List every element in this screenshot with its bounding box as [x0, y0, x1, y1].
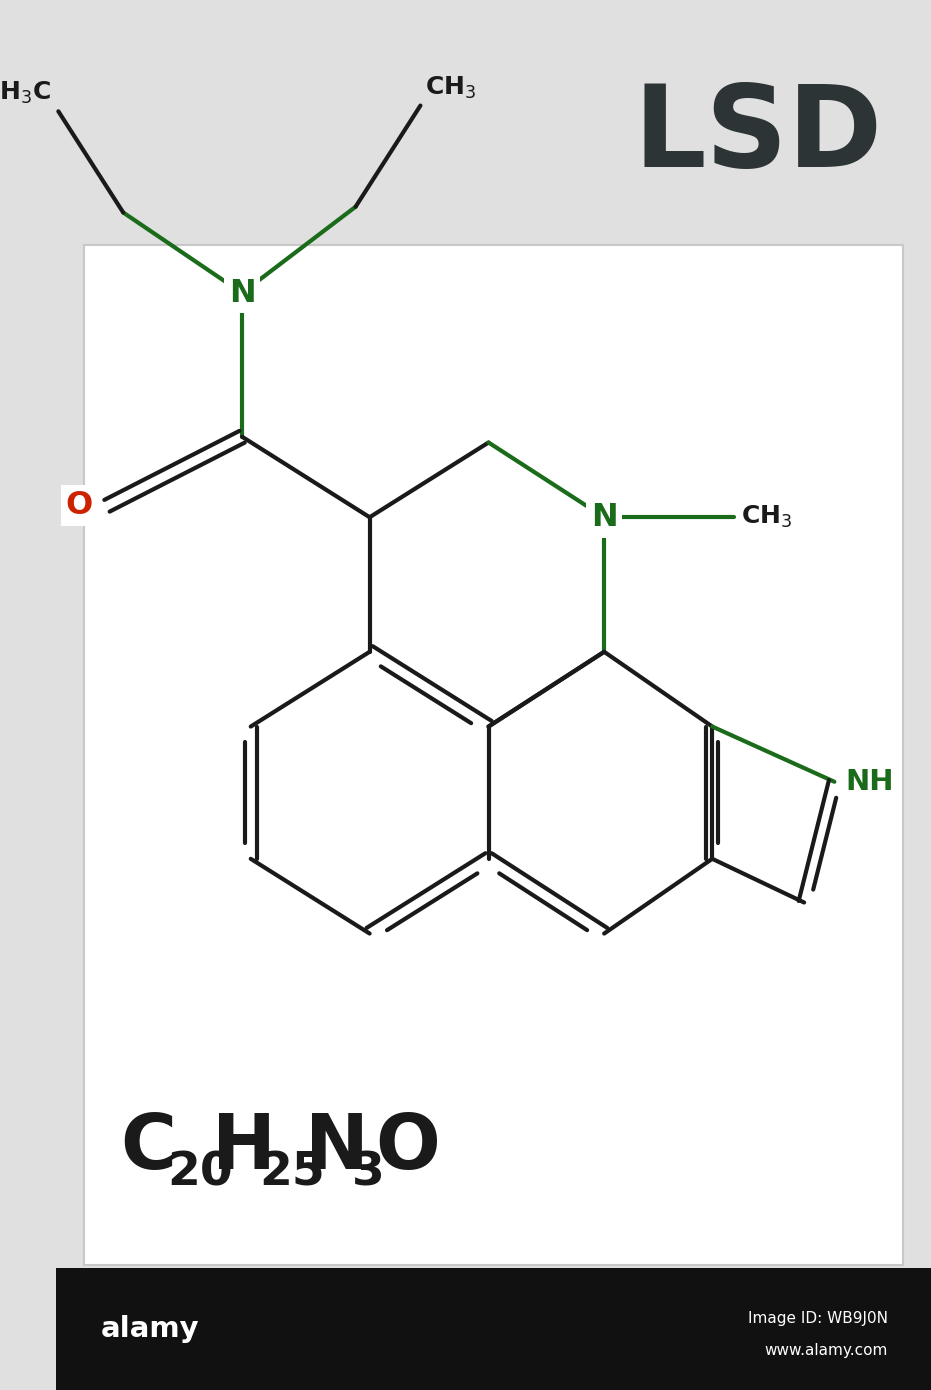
- Text: H$_3$C: H$_3$C: [0, 81, 51, 106]
- Text: 20: 20: [167, 1151, 233, 1195]
- Text: LSD: LSD: [634, 81, 884, 190]
- FancyBboxPatch shape: [84, 245, 903, 1265]
- Text: CH$_3$: CH$_3$: [425, 74, 477, 100]
- Text: N: N: [591, 502, 617, 532]
- Text: O: O: [66, 491, 93, 521]
- Text: H: H: [212, 1111, 276, 1186]
- Text: NH: NH: [845, 767, 894, 795]
- Text: 3: 3: [352, 1151, 385, 1195]
- Text: Image ID: WB9J0N: Image ID: WB9J0N: [748, 1311, 888, 1326]
- Text: N: N: [305, 1111, 369, 1186]
- Text: N: N: [229, 278, 255, 309]
- Text: 25: 25: [259, 1151, 325, 1195]
- Text: C: C: [120, 1111, 176, 1186]
- Text: O: O: [375, 1111, 440, 1186]
- Text: CH$_3$: CH$_3$: [741, 505, 792, 531]
- Text: www.alamy.com: www.alamy.com: [764, 1343, 888, 1358]
- Bar: [56, 1268, 931, 1390]
- Text: alamy: alamy: [101, 1315, 200, 1343]
